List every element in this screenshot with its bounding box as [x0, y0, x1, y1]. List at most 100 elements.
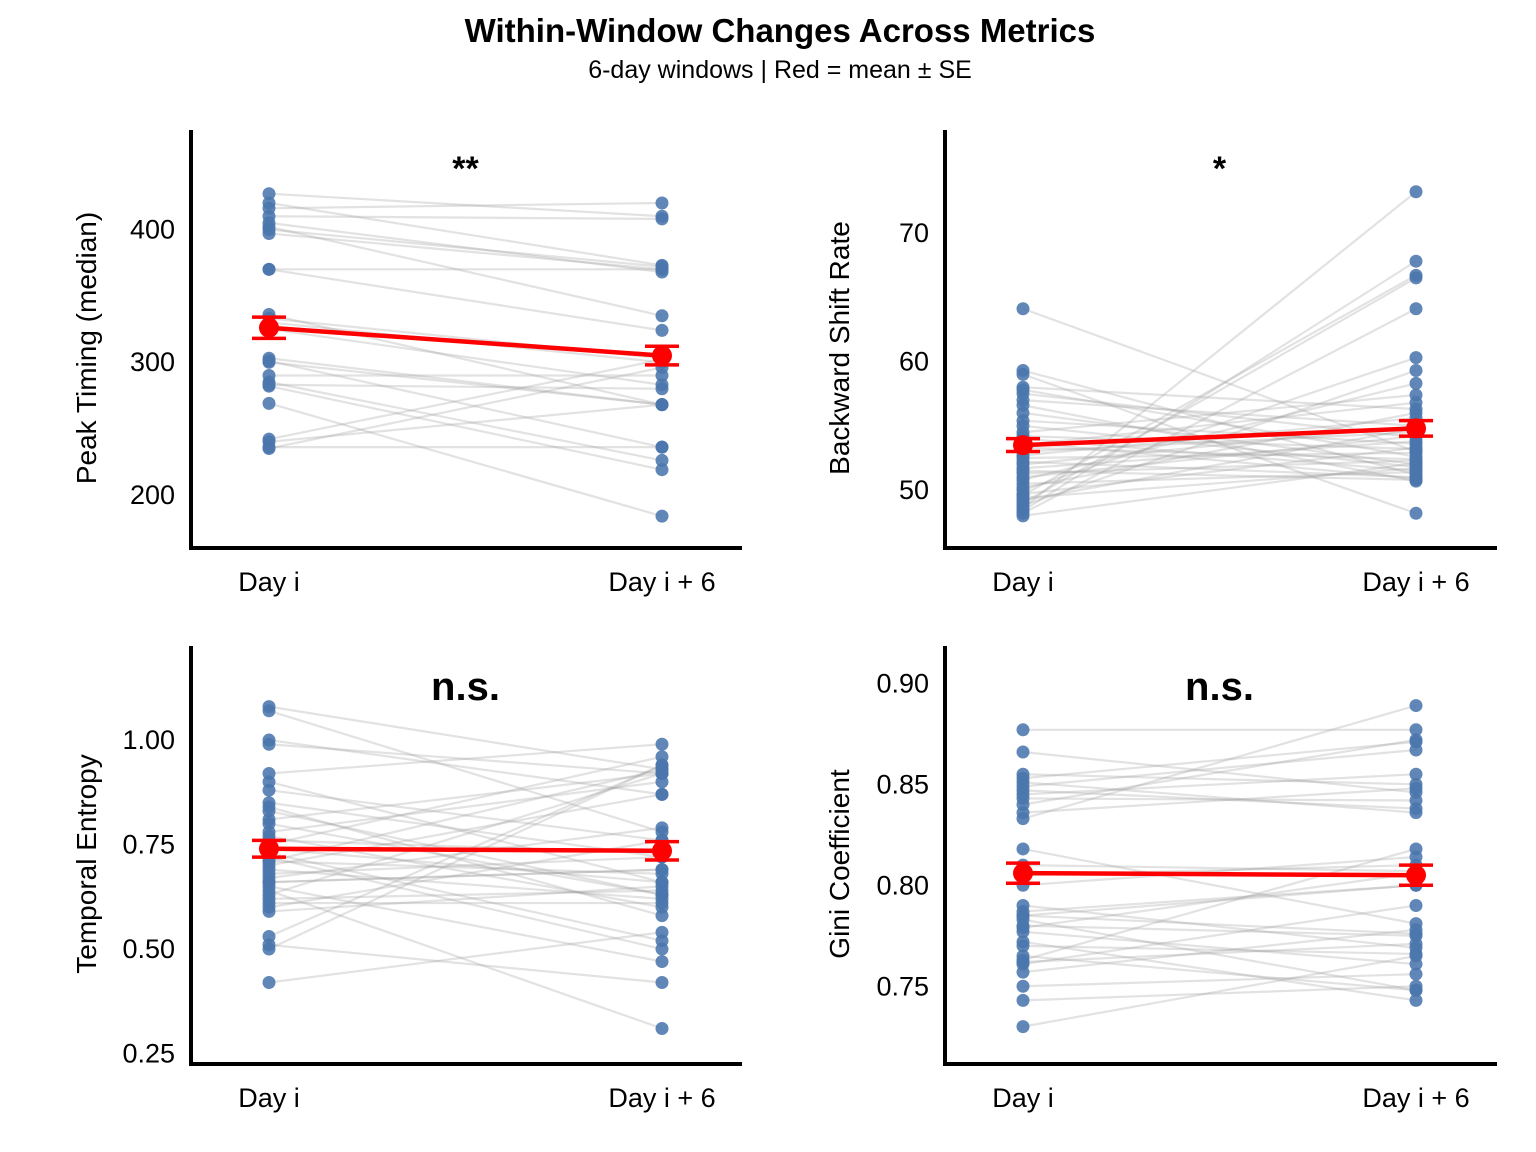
data-point	[1409, 923, 1423, 937]
data-point	[655, 440, 669, 454]
x-tick-label: Day i	[992, 567, 1054, 597]
pair-line	[1022, 459, 1417, 475]
pair-line	[268, 885, 663, 913]
pair-line	[1022, 398, 1417, 427]
data-point	[1016, 909, 1030, 923]
pair-line	[1022, 435, 1417, 451]
panel-4: 0.75 0.80 0.85 0.90 Day i Day i + 6 Gini Coeff…	[824, 646, 1497, 1113]
y-tick-label: 400	[130, 215, 175, 245]
data-point	[1409, 473, 1423, 487]
pair-line	[1022, 467, 1417, 499]
data-point	[655, 309, 669, 323]
pair-line	[1022, 973, 1417, 988]
mean-line	[1022, 870, 1417, 878]
mean-line	[268, 325, 663, 358]
data-point	[1409, 376, 1423, 390]
pair-line	[268, 764, 663, 951]
pair-line	[268, 232, 663, 271]
pair-line	[1022, 872, 1417, 929]
panel-1: 200 300 400 Day i Day i + 6 Peak Timing (medi…	[71, 130, 742, 597]
data-point	[1409, 949, 1423, 963]
pair-line	[268, 755, 663, 846]
data-point	[262, 187, 276, 201]
data-point	[1016, 812, 1030, 826]
data-point	[1016, 302, 1030, 316]
pair-line	[1022, 462, 1417, 517]
data-point	[655, 955, 669, 969]
data-point	[1409, 723, 1423, 737]
pair-line	[1022, 446, 1417, 461]
data-point	[655, 323, 669, 337]
x-tick-label: Day i + 6	[1362, 567, 1469, 597]
y-tick-label: 1.00	[122, 725, 175, 755]
data-point	[262, 875, 276, 889]
pair-line	[268, 822, 663, 896]
pair-line	[1022, 985, 1417, 1002]
data-point	[655, 867, 669, 881]
data-point	[655, 758, 669, 772]
pair-line	[268, 868, 663, 884]
data-point	[1409, 406, 1423, 420]
data-point	[1409, 937, 1423, 951]
y-tick-label: 0.90	[876, 668, 929, 698]
pair-line	[1022, 424, 1417, 469]
x-tick-label: Day i	[992, 1083, 1054, 1113]
pair-line	[268, 381, 663, 462]
data-point	[262, 942, 276, 956]
data-point	[655, 821, 669, 835]
data-point	[1409, 396, 1423, 410]
pair-line	[268, 201, 663, 267]
pair-line	[268, 943, 663, 984]
data-point	[1016, 993, 1030, 1007]
pair-line	[268, 789, 663, 842]
pair-line	[1022, 930, 1417, 966]
data-point	[262, 441, 276, 455]
mean-point	[652, 840, 672, 861]
pair-line	[1022, 914, 1417, 935]
pair-line	[1022, 918, 1417, 992]
data-point	[262, 704, 276, 718]
pair-line	[1022, 904, 1417, 966]
x-tick-label: Day i	[238, 1083, 300, 1113]
pair-line	[268, 705, 663, 771]
pair-line	[1022, 928, 1417, 974]
pair-line	[268, 709, 663, 834]
data-point	[1409, 364, 1423, 378]
pair-line	[268, 885, 663, 963]
mean-point	[259, 838, 279, 859]
pair-line	[268, 868, 663, 900]
pair-line	[268, 931, 663, 984]
pair-line	[1022, 940, 1417, 1002]
pair-line	[268, 851, 663, 942]
pair-line	[1022, 855, 1417, 887]
pair-line	[1022, 274, 1417, 497]
data-point	[1409, 268, 1423, 282]
mean-point	[1013, 435, 1033, 456]
y-tick-label: 0.75	[876, 971, 929, 1001]
data-point	[655, 925, 669, 939]
pair-line	[1022, 954, 1417, 992]
pair-line	[1022, 469, 1417, 481]
pair-line	[268, 810, 663, 896]
data-point	[1016, 488, 1030, 502]
pair-line	[268, 805, 663, 917]
pair-line	[268, 327, 663, 386]
data-point	[655, 196, 669, 210]
data-point	[655, 879, 669, 893]
pair-line	[1022, 431, 1417, 453]
pair-line	[1022, 411, 1417, 489]
pair-line	[1022, 740, 1417, 780]
data-point	[1409, 793, 1423, 807]
data-point	[1409, 699, 1423, 713]
pair-line	[268, 225, 663, 317]
pair-line	[1022, 847, 1417, 925]
pair-line	[1022, 382, 1417, 481]
pair-line	[1022, 847, 1417, 962]
data-point	[262, 737, 276, 751]
pair-line	[268, 228, 663, 268]
mean-line	[268, 846, 663, 854]
data-point	[655, 975, 669, 989]
x-tick-label: Day i	[238, 567, 300, 597]
data-point	[655, 453, 669, 467]
pair-line	[1022, 954, 1417, 1028]
